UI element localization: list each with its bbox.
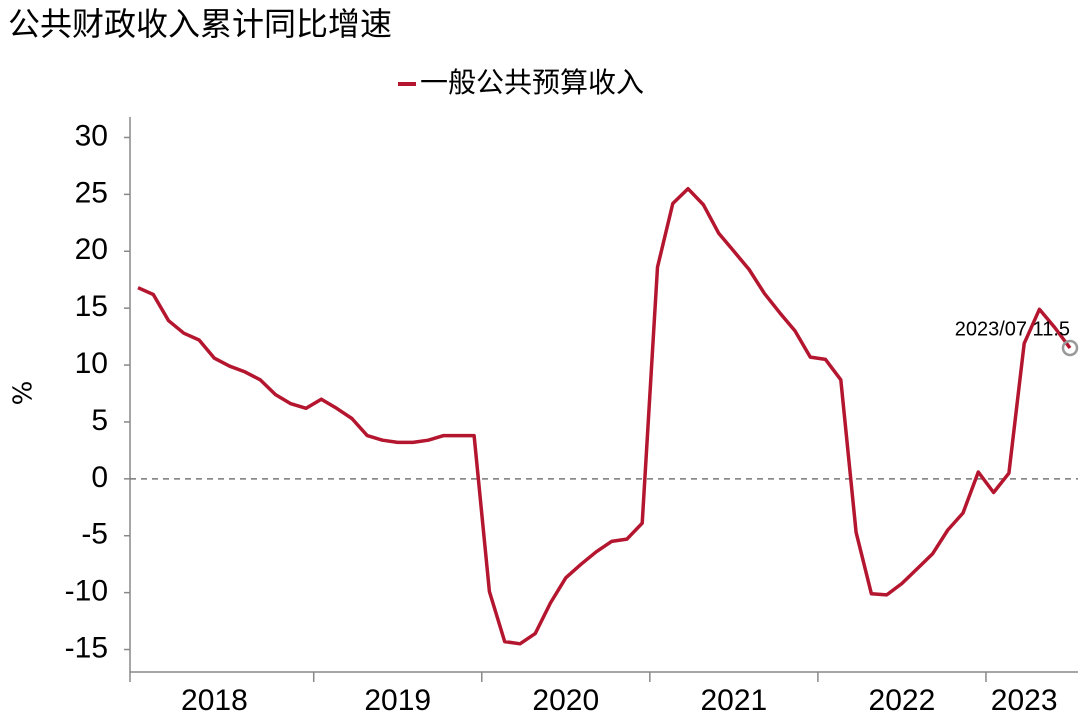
annotation-text: 2023/07 11.5	[955, 318, 1070, 340]
y-tick-label: -15	[65, 631, 108, 664]
annotation-marker	[1061, 339, 1079, 357]
x-tick-label: 2020	[532, 684, 599, 717]
y-tick-label: 25	[75, 176, 108, 209]
y-tick-label: 15	[75, 290, 108, 323]
x-tick-label: 2021	[700, 684, 767, 717]
y-tick-label: 20	[75, 233, 108, 266]
chart-title: 公共财政收入累计同比增速	[8, 5, 392, 43]
y-tick-label: -5	[81, 518, 108, 551]
x-tick-label: 2019	[364, 684, 431, 717]
y-tick-label: 30	[75, 119, 108, 152]
y-tick-label: 10	[75, 347, 108, 380]
x-tick-label: 2018	[181, 684, 248, 717]
y-tick-label: 5	[91, 404, 108, 437]
series-line	[137, 186, 1072, 646]
y-tick-label: 0	[91, 461, 108, 494]
legend-label: 一般公共预算收入	[420, 66, 644, 99]
y-axis-label: %	[9, 381, 39, 406]
y-tick-label: -10	[65, 575, 108, 608]
x-tick-label: 2022	[869, 684, 936, 717]
x-tick-label: 2023	[991, 684, 1058, 717]
